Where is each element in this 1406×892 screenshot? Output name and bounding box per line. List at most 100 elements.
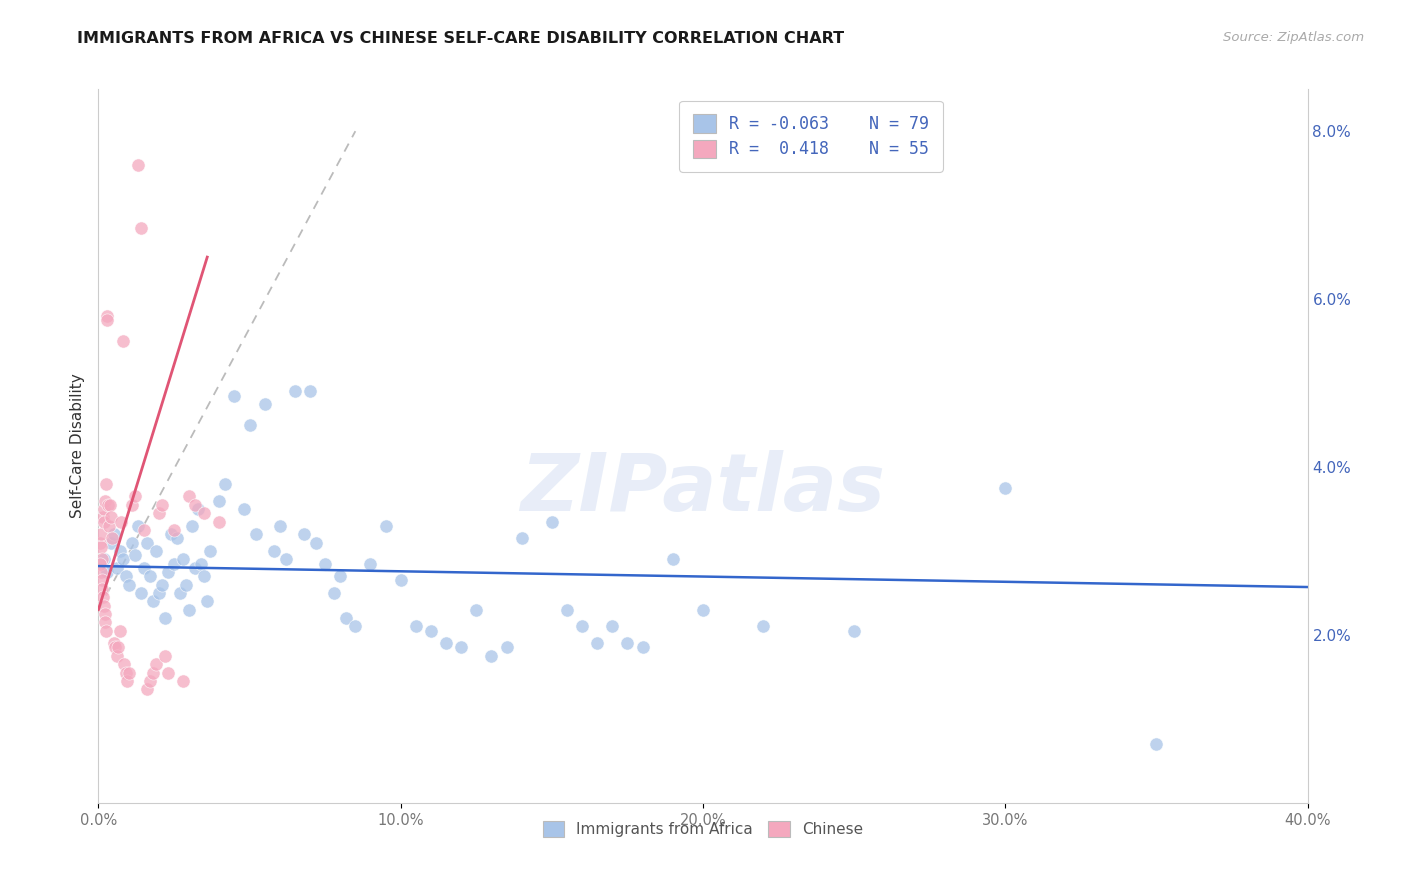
Point	[112, 657, 135, 672]
Point	[111, 552, 134, 566]
Point	[127, 158, 149, 172]
Point	[510, 532, 533, 546]
Point	[752, 619, 775, 633]
Point	[405, 619, 427, 633]
Point	[145, 657, 167, 672]
Point	[150, 498, 173, 512]
Point	[124, 548, 146, 562]
Point	[239, 417, 262, 432]
Point	[104, 640, 127, 655]
Point	[135, 682, 157, 697]
Point	[105, 560, 128, 574]
Point	[169, 586, 191, 600]
Point	[181, 518, 204, 533]
Point	[91, 582, 114, 596]
Point	[108, 544, 131, 558]
Point	[190, 557, 212, 571]
Point	[110, 515, 132, 529]
Point	[166, 532, 188, 546]
Point	[214, 476, 236, 491]
Point	[103, 636, 125, 650]
Point	[616, 636, 638, 650]
Point	[90, 574, 112, 588]
Point	[299, 384, 322, 399]
Point	[274, 552, 297, 566]
Point	[124, 489, 146, 503]
Point	[571, 619, 593, 633]
Point	[93, 599, 115, 613]
Point	[179, 489, 201, 503]
Point	[142, 594, 165, 608]
Point	[208, 515, 231, 529]
Point	[994, 481, 1017, 495]
Point	[586, 636, 609, 650]
Point	[335, 611, 357, 625]
Point	[100, 510, 122, 524]
Point	[555, 603, 578, 617]
Point	[631, 640, 654, 655]
Point	[232, 502, 254, 516]
Point	[127, 518, 149, 533]
Point	[142, 665, 165, 680]
Point	[195, 594, 218, 608]
Point	[844, 624, 866, 638]
Point	[148, 586, 170, 600]
Point	[93, 552, 115, 566]
Point	[121, 535, 143, 549]
Point	[153, 611, 176, 625]
Point	[156, 565, 179, 579]
Point	[193, 506, 215, 520]
Point	[184, 560, 207, 574]
Point	[94, 493, 117, 508]
Point	[329, 569, 352, 583]
Point	[253, 397, 276, 411]
Point	[139, 674, 162, 689]
Point	[108, 624, 131, 638]
Point	[96, 309, 118, 323]
Point	[94, 615, 117, 630]
Point	[132, 523, 155, 537]
Point	[132, 560, 155, 574]
Point	[96, 565, 118, 579]
Point	[284, 384, 307, 399]
Point	[661, 552, 683, 566]
Point	[129, 220, 152, 235]
Point	[90, 540, 112, 554]
Point	[89, 557, 111, 571]
Point	[121, 498, 143, 512]
Point	[93, 502, 115, 516]
Point	[465, 603, 488, 617]
Point	[344, 619, 367, 633]
Text: Source: ZipAtlas.com: Source: ZipAtlas.com	[1223, 31, 1364, 45]
Point	[107, 640, 129, 655]
Point	[540, 515, 562, 529]
Text: ZIPatlas: ZIPatlas	[520, 450, 886, 528]
Point	[269, 518, 291, 533]
Point	[101, 532, 124, 546]
Legend: Immigrants from Africa, Chinese: Immigrants from Africa, Chinese	[536, 814, 870, 845]
Point	[94, 607, 117, 621]
Point	[450, 640, 472, 655]
Point	[374, 518, 396, 533]
Point	[111, 334, 134, 348]
Point	[172, 552, 194, 566]
Point	[103, 527, 125, 541]
Point	[323, 586, 346, 600]
Point	[148, 506, 170, 520]
Point	[245, 527, 267, 541]
Point	[91, 510, 114, 524]
Point	[172, 674, 194, 689]
Point	[224, 389, 246, 403]
Point	[94, 476, 117, 491]
Point	[495, 640, 517, 655]
Point	[139, 569, 162, 583]
Point	[160, 527, 183, 541]
Point	[156, 665, 179, 680]
Point	[292, 527, 315, 541]
Point	[420, 624, 443, 638]
Point	[100, 535, 122, 549]
Point	[118, 577, 141, 591]
Point	[153, 648, 176, 663]
Point	[174, 577, 197, 591]
Point	[305, 535, 328, 549]
